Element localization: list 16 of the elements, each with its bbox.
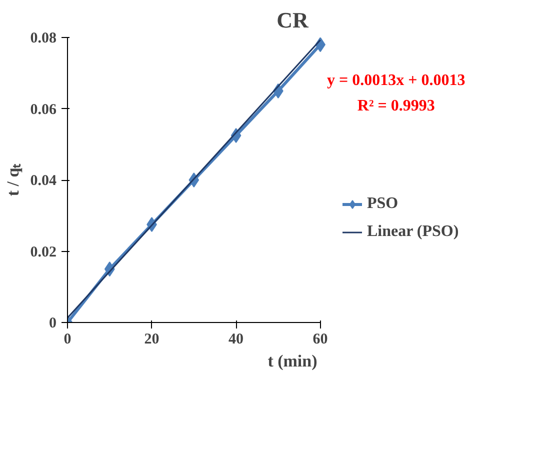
legend-label: PSO [367,195,398,213]
y-tick-label: 0.06 [30,102,57,118]
y-tick-label: 0.02 [30,244,56,260]
y-tick-label: 0.08 [30,30,56,46]
x-tick-label: 60 [312,332,328,348]
y-axis-title: t / qₜ [3,162,22,196]
text: y = 0.0013x + 0.0013 [327,72,466,89]
x-tick-label: 40 [228,332,244,348]
chart-title: CR [276,8,310,32]
text: R² = 0.9993 [357,97,435,114]
x-tick-label: 0 [64,332,72,348]
y-tick-label: 0 [49,316,56,332]
x-tick-label: 20 [144,332,160,348]
y-tick-label: 0.04 [30,173,57,189]
legend-label: Linear (PSO) [367,223,459,241]
x-axis-title: t (min) [268,352,318,370]
